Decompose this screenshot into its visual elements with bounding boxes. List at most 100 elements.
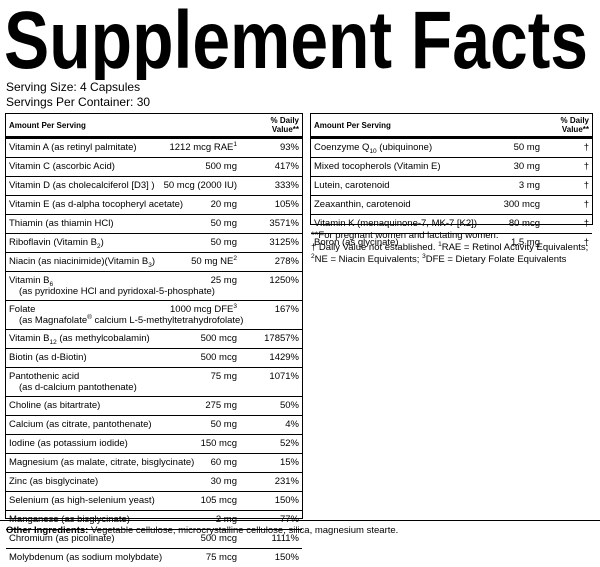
text-part: 60 mg [211, 457, 237, 468]
daily-value: 150% [240, 492, 302, 511]
text-part: 20 mg [211, 199, 237, 210]
amount: 3 mg [481, 177, 543, 196]
left-panel: Amount Per Serving % Daily Value** Vitam… [5, 113, 303, 519]
name: Vitamin C (ascorbic Acid) [9, 161, 141, 172]
text-part: Calcium (as citrate, pantothenate) [9, 419, 152, 430]
row: Mixed tocopherols (Vitamin E)30 mg† [311, 158, 592, 177]
header-row: Amount Per Serving % Daily Value** [6, 114, 302, 138]
name: Selenium (as high-selenium yeast) [9, 495, 141, 506]
name-cell: Vitamin B6(as pyridoxine HCl and pyridox… [6, 272, 144, 301]
text-part: Vitamin B [9, 275, 49, 286]
name-cell: Niacin (as niacinimide)(Vitamin B3) [6, 253, 144, 272]
name-cell: Mixed tocopherols (Vitamin E) [311, 158, 481, 177]
name: Riboflavin (Vitamin B2) [9, 237, 141, 248]
row: Magnesium (as malate, citrate, bisglycin… [6, 454, 302, 473]
amount: 500 mcg [144, 349, 240, 368]
text-part: Thiamin (as thiamin HCl) [9, 218, 114, 229]
amount: 500 mg [144, 158, 240, 177]
servings-per-container: Servings Per Container: 30 [6, 95, 150, 109]
header-amount: Amount Per Serving [6, 114, 240, 138]
name: Vitamin B12 (as methylcobalamin) [9, 333, 141, 344]
text-part: 30 mg [211, 476, 237, 487]
text-part: Vitamin D (as cholecalciferol [D3] ) [9, 180, 155, 191]
text-part: Vitamin A (as retinyl palmitate) [9, 142, 137, 153]
amount: 50 mg [144, 416, 240, 435]
text-part: Magnesium (as malate, citrate, bisglycin… [9, 457, 194, 468]
script-part: 2 [233, 255, 237, 262]
daily-value: 17857% [240, 330, 302, 349]
amount: 500 mcg [144, 330, 240, 349]
name-cell: Coenzyme Q10 (ubiquinone) [311, 138, 481, 158]
name: Calcium (as citrate, pantothenate) [9, 419, 141, 430]
text-part: Choline (as bitartrate) [9, 400, 100, 411]
text-part: 500 mg [205, 161, 237, 172]
text-part: 75 mcg [206, 552, 237, 563]
daily-value: 167% [240, 301, 302, 330]
text-part: 30 mg [514, 161, 540, 172]
text-part: 150 mcg [201, 438, 237, 449]
amount: 50 mg [144, 234, 240, 253]
name-cell: Choline (as bitartrate) [6, 397, 144, 416]
text-part: Lutein, carotenoid [314, 180, 390, 191]
page: Supplement Facts Serving Size: 4 Capsule… [0, 0, 600, 547]
name: Zinc (as bisglycinate) [9, 476, 141, 487]
name-cell: Biotin (as d-Biotin) [6, 349, 144, 368]
text-part: Molybdenum (as sodium molybdate) [9, 552, 162, 563]
serving-size: Serving Size: 4 Capsules [6, 80, 140, 94]
title: Supplement Facts [4, 0, 588, 80]
text-part: 300 mcg [504, 199, 540, 210]
title-svg: Supplement Facts [0, 0, 600, 80]
text-part: RAE = Retinol Activity Equivalents; [442, 242, 589, 253]
text-part: 500 mcg [201, 333, 237, 344]
name-cell: Folate(as Magnafolate® calcium L-5-methy… [6, 301, 144, 330]
script-part: 10 [369, 148, 376, 155]
text-part: 50 mg NE [191, 256, 233, 267]
text-part: Vitamin E (as d-alpha tocopheryl acetate… [9, 199, 183, 210]
header-row: Amount Per Serving % Daily Value** [311, 114, 592, 138]
daily-value: † [543, 196, 592, 215]
daily-value: 93% [240, 138, 302, 158]
daily-value: 150% [240, 549, 302, 567]
daily-value: 15% [240, 454, 302, 473]
text-part: Zeaxanthin, carotenoid [314, 199, 411, 210]
name: Folate [9, 304, 141, 315]
row: Vitamin A (as retinyl palmitate) 1212 mcg… [6, 138, 302, 158]
row: Vitamin B6(as pyridoxine HCl and pyridox… [6, 272, 302, 301]
name: Thiamin (as thiamin HCl) [9, 218, 141, 229]
daily-value: 278% [240, 253, 302, 272]
text-part: 500 mcg [201, 352, 237, 363]
text-part: Biotin (as d-Biotin) [9, 352, 87, 363]
name-cell: Vitamin B12 (as methylcobalamin) [6, 330, 144, 349]
name-cell: Vitamin E (as d-alpha tocopheryl acetate… [6, 196, 144, 215]
name: Coenzyme Q10 (ubiquinone) [314, 142, 478, 153]
row: Vitamin E (as d-alpha tocopheryl acetate… [6, 196, 302, 215]
name: Mixed tocopherols (Vitamin E) [314, 161, 478, 172]
text-part: 50 mg [211, 237, 237, 248]
text-part: Vitamin K (menaquinone-7, MK-7 [K2]) [314, 218, 477, 229]
row: Selenium (as high-selenium yeast)105 mcg… [6, 492, 302, 511]
name: Vitamin K (menaquinone-7, MK-7 [K2]) [314, 218, 478, 229]
text-part: Pantothenic acid [9, 371, 79, 382]
other-ingredients: Other Ingredients: Vegetable cellulose, … [6, 525, 398, 536]
text-part: 75 mg [211, 371, 237, 382]
name: Iodine (as potassium iodide) [9, 438, 141, 449]
daily-value: 1250% [240, 272, 302, 301]
script-part: 12 [49, 339, 56, 346]
amount: 150 mcg [144, 435, 240, 454]
text-part: 1212 mcg RAE [169, 142, 233, 153]
daily-value: 3125% [240, 234, 302, 253]
name: Pantothenic acid [9, 371, 141, 382]
daily-value: † [543, 177, 592, 196]
name-cell: Riboflavin (Vitamin B2) [6, 234, 144, 253]
text-part: † Daily Value not established. [311, 242, 438, 253]
note: (as pyridoxine HCl and pyridoxal-5-phosp… [9, 286, 141, 297]
header-dv: % Daily Value** [240, 114, 302, 138]
other-label: Other Ingredients: [6, 525, 88, 536]
daily-value: 1429% [240, 349, 302, 368]
name: Choline (as bitartrate) [9, 400, 141, 411]
row: Folate(as Magnafolate® calcium L-5-methy… [6, 301, 302, 330]
text-part: 50 mg [211, 419, 237, 430]
row: Pantothenic acid(as d-calcium pantothena… [6, 368, 302, 397]
amount: 1212 mcg RAE1 [144, 138, 240, 158]
